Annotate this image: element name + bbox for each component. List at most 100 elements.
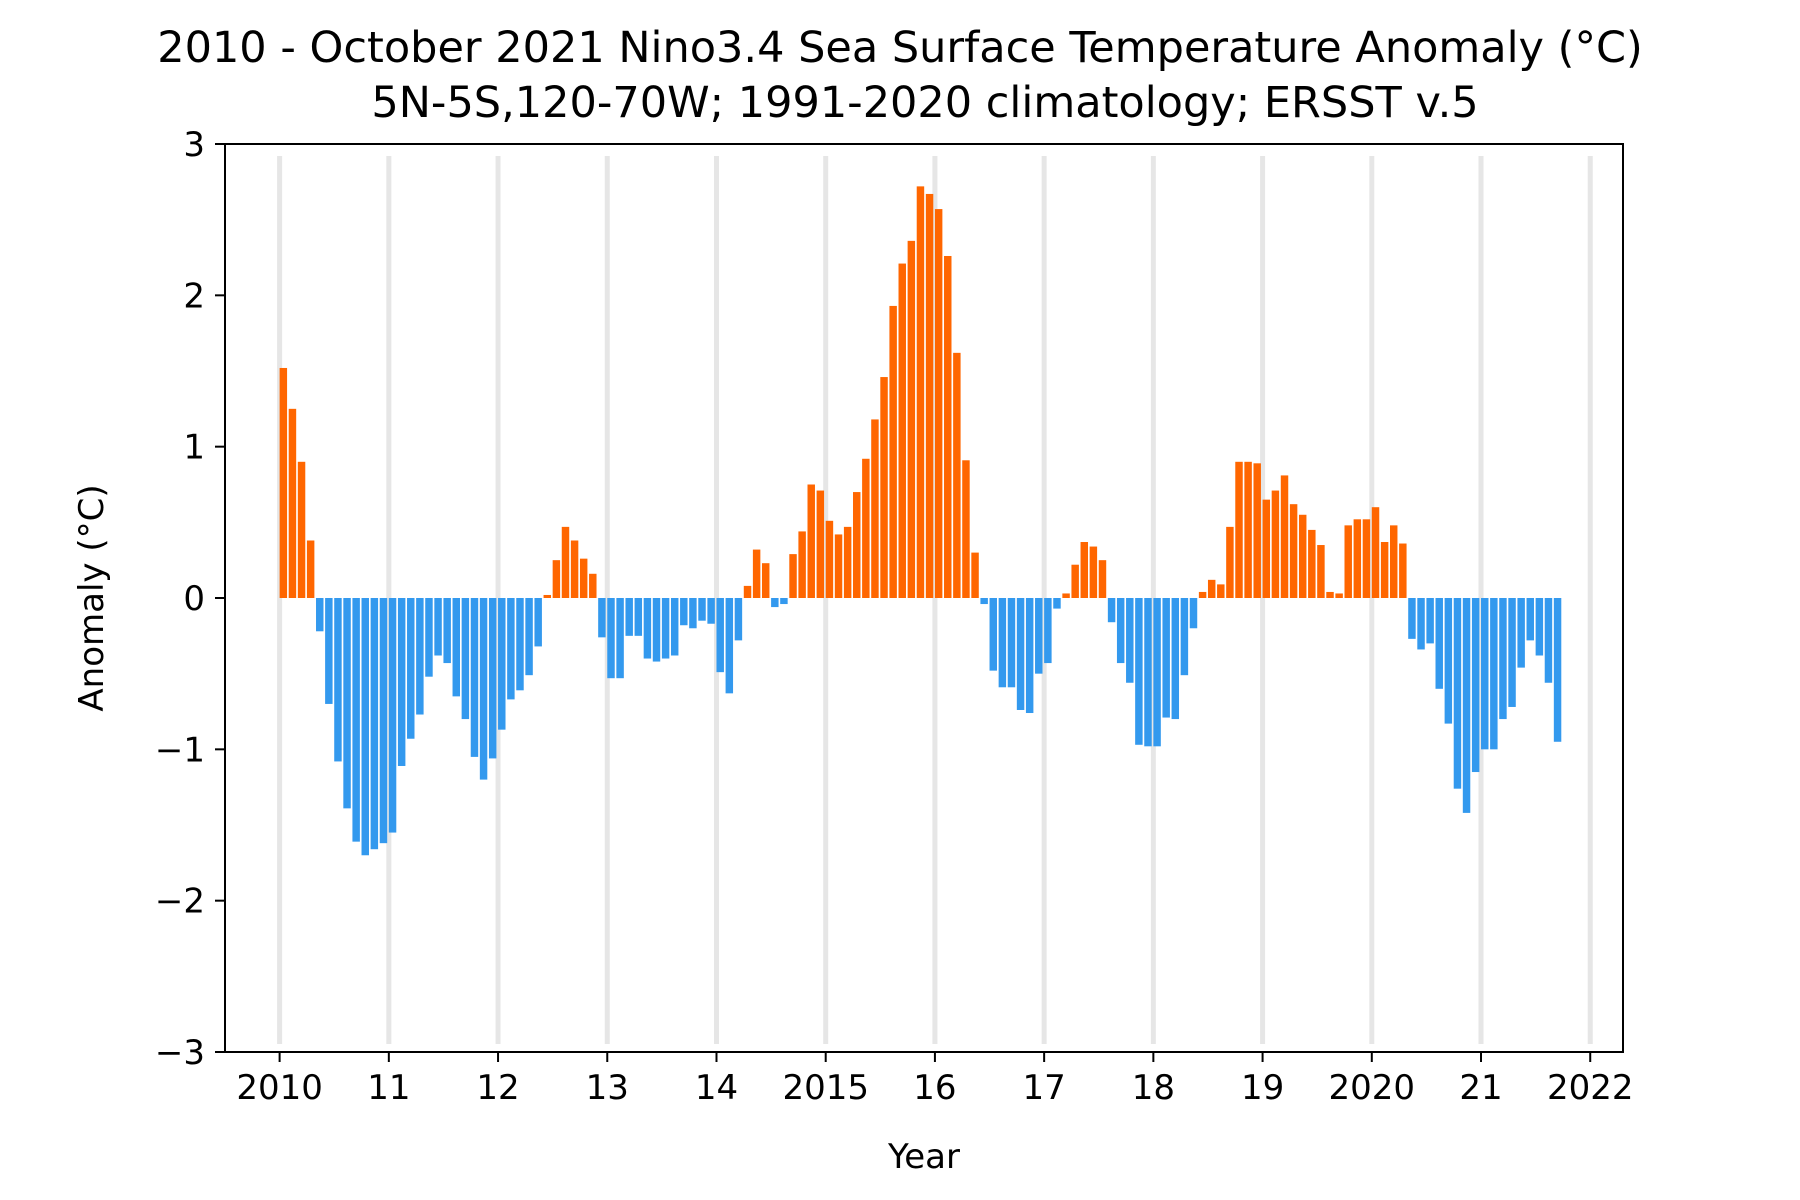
bar [816,490,825,598]
bar [1499,598,1507,720]
bar [1007,598,1016,688]
bar [944,255,952,598]
bar [716,598,724,673]
bar [443,598,451,664]
bar [570,540,579,598]
bar [1371,507,1380,598]
bar [343,598,351,809]
chart-title: 2010 - October 2021 Nino3.4 Sea Surface … [157,23,1643,73]
bar [652,598,661,662]
y-tick-label: 3 [183,125,205,165]
bar [807,484,815,598]
bar [561,526,570,598]
bar [1207,579,1216,598]
bar [288,408,297,598]
bar [998,598,1007,688]
bar [834,534,843,598]
x-axis-ticks: 2010 11 12 13 14 2015 16 17 18 19 2020 21 2022 [236,1052,1634,1108]
bar [643,598,652,659]
bar [1025,598,1034,714]
x-tick-label: 2020 [1329,1068,1416,1108]
bar [1362,519,1371,598]
bar [361,598,369,856]
y-tick-label: 0 [183,579,205,619]
bar [862,458,870,598]
y-tick-label: −2 [155,882,205,922]
bar [1217,584,1225,598]
bar [889,305,897,598]
bar [1235,461,1243,598]
bar [507,598,515,700]
bar [498,598,506,730]
bar [1098,560,1107,598]
bar [470,598,479,757]
bar [306,540,315,598]
bar [698,598,706,621]
bar [1399,543,1407,598]
bar [589,573,597,598]
bar [1153,598,1161,747]
chart-subtitle: 5N-5S,120-70W; 1991-2020 climatology; ER… [371,78,1478,128]
bar [1508,598,1516,707]
y-axis-label: Anomaly (°C) [72,484,112,711]
bar [607,598,615,679]
bar [771,598,779,608]
bar [279,367,288,598]
bars [279,186,1562,856]
bar [925,193,934,598]
bar [1180,598,1189,676]
bar [1044,598,1052,664]
bar [1490,598,1498,750]
bar [1481,598,1489,750]
bar [1462,598,1471,813]
bar [843,526,852,598]
bar [989,598,997,671]
bar [1471,598,1480,773]
x-tick-label: 16 [913,1068,956,1108]
bar [1135,598,1143,745]
bar [743,585,752,598]
x-tick-label: 14 [695,1068,738,1108]
bar [1453,598,1462,789]
bar [1071,564,1079,598]
bar [488,598,497,759]
bar [598,598,606,638]
bar [452,598,461,697]
bar [1317,545,1325,598]
bar [1280,475,1289,598]
bar [1162,598,1170,718]
bar [780,598,788,605]
bar [479,598,488,780]
bar [871,419,879,598]
bar [1253,463,1261,598]
bar [1544,598,1553,683]
bar [1408,598,1416,639]
bar [880,377,888,598]
bar [1171,598,1180,720]
bar [325,598,333,704]
bar [752,549,761,598]
bar [1417,598,1425,650]
bar [725,598,734,694]
bar [1189,598,1198,629]
bar [853,492,861,598]
bar [1435,598,1443,689]
bar [579,558,588,598]
bar [352,598,360,842]
bar [1380,542,1389,598]
bar [798,531,806,598]
bar [689,598,697,629]
bar [971,552,979,598]
bar [1053,598,1061,609]
bar [680,598,688,626]
y-tick-label: −3 [155,1033,205,1073]
bar [1444,598,1453,724]
bar [370,598,379,850]
y-tick-label: −1 [155,730,205,770]
bar [434,598,442,656]
bar [707,598,715,624]
bar [1107,598,1116,623]
bar [1116,598,1125,664]
bar [1353,519,1362,598]
bar [1271,490,1280,598]
